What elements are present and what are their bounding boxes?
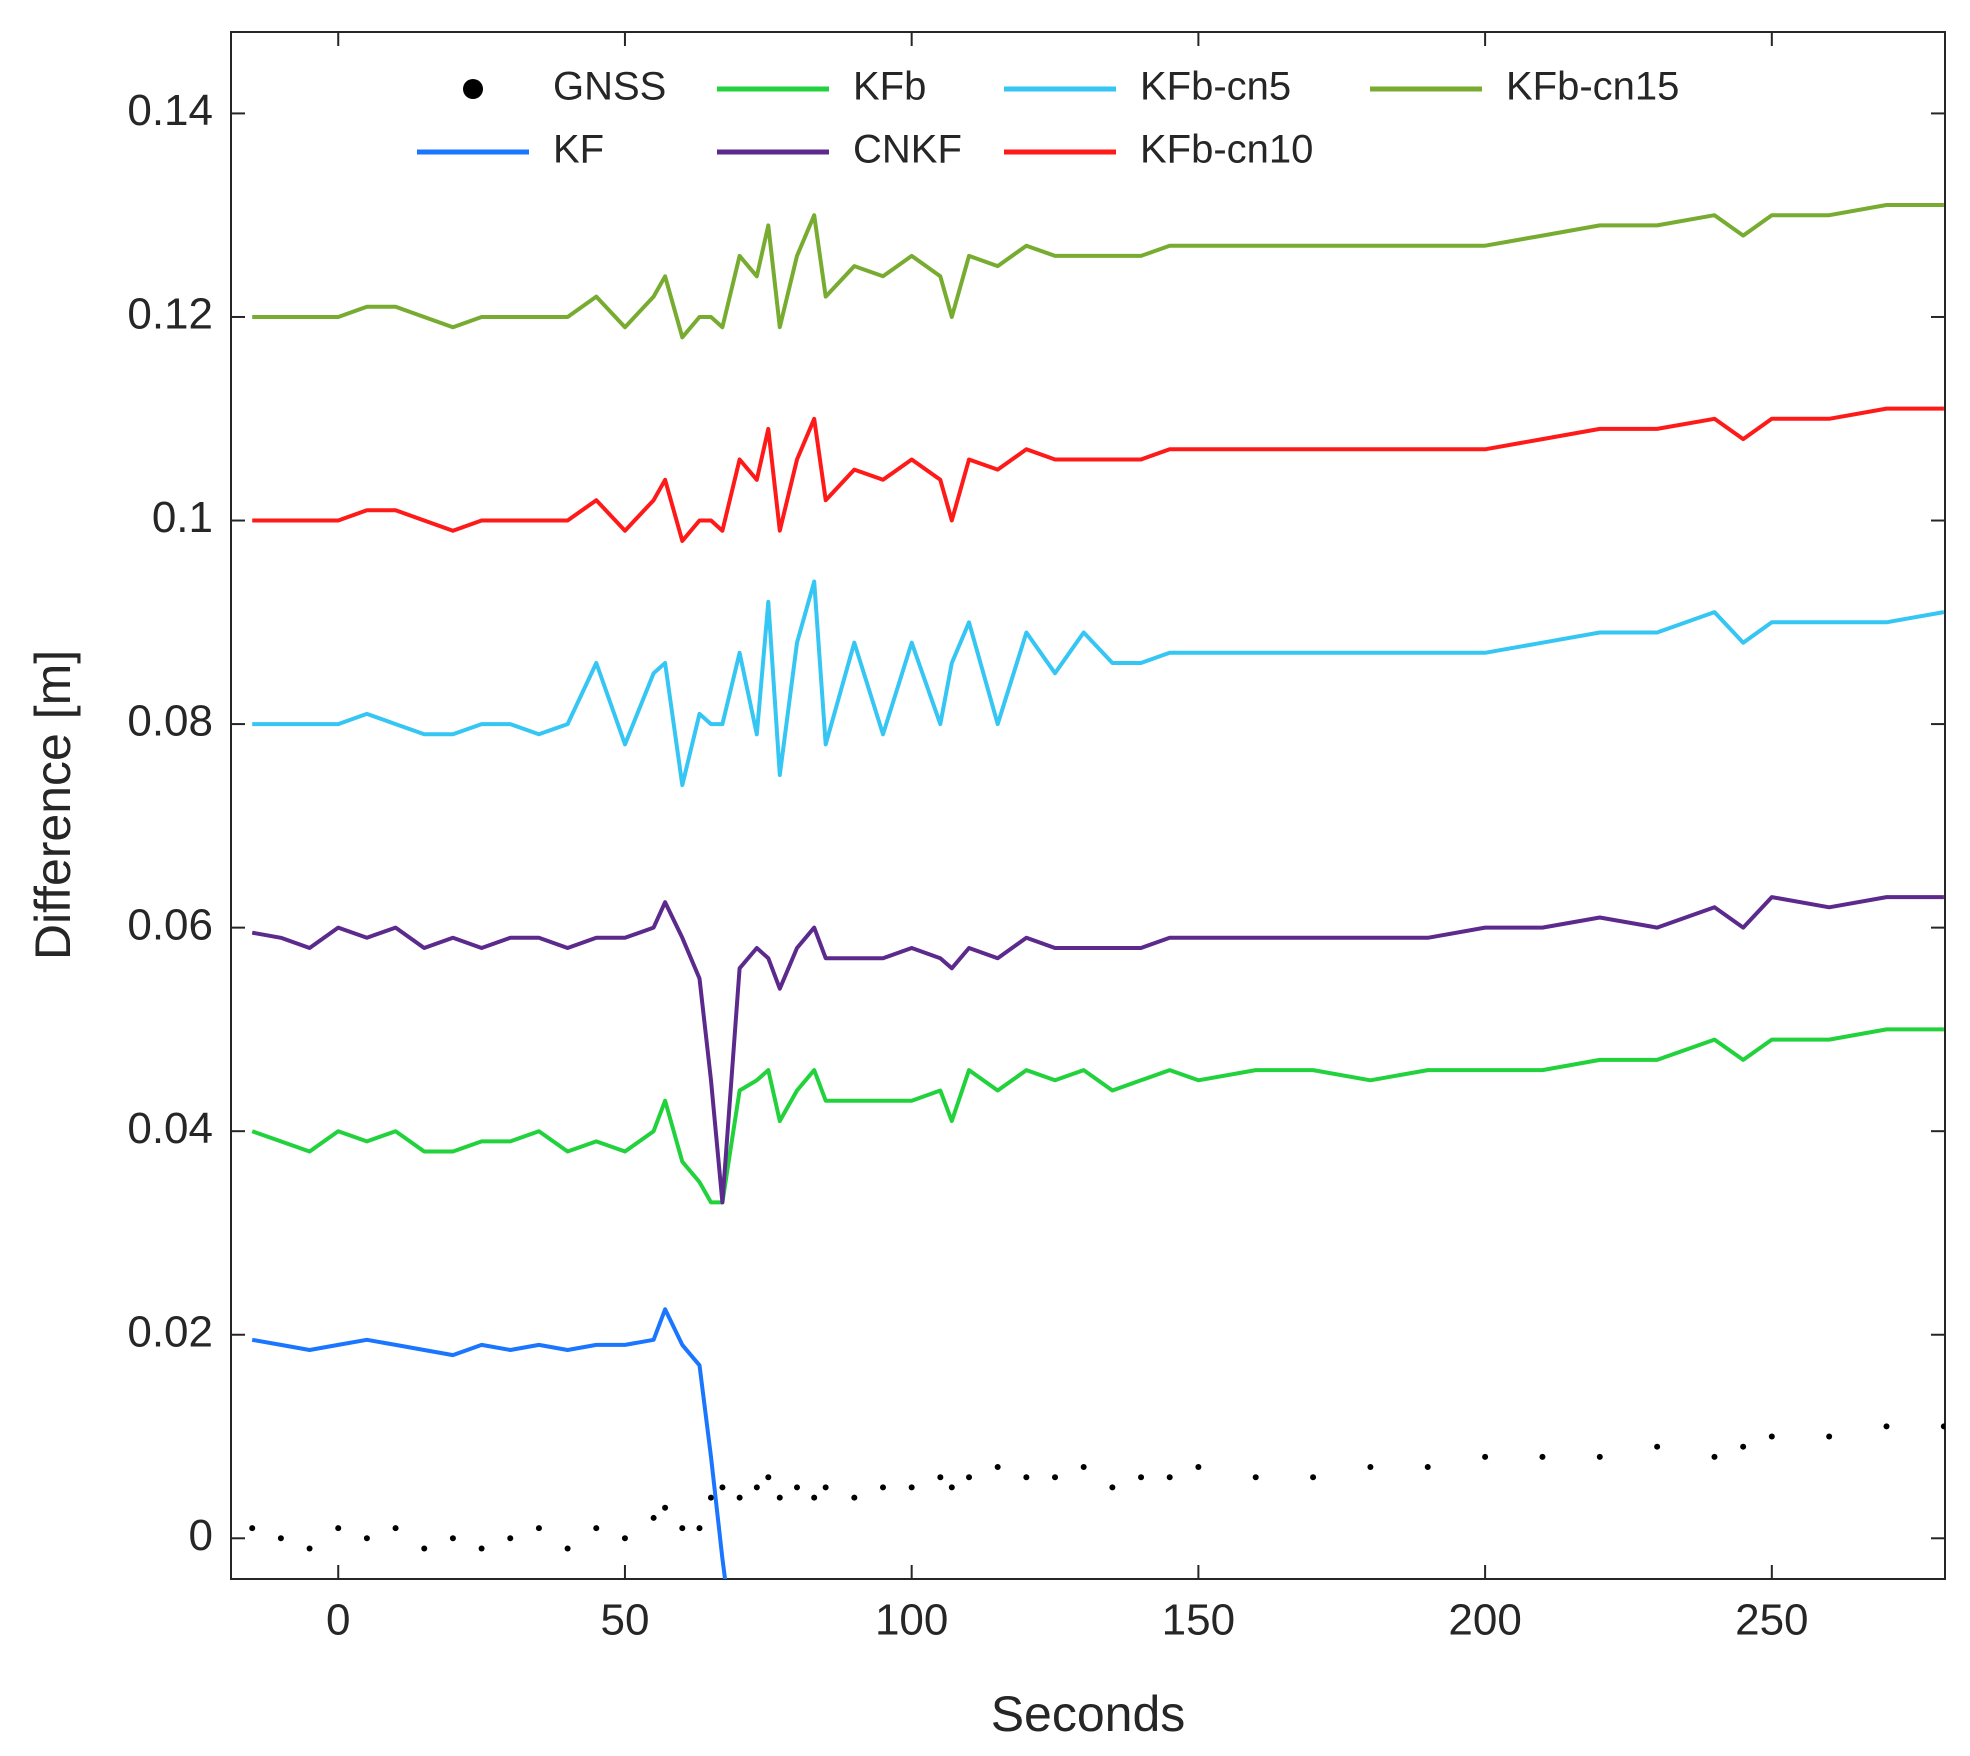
- data-line: [252, 203, 1944, 340]
- plot-frame: [230, 31, 1946, 1580]
- data-line: [251, 895, 1944, 1205]
- y-tick-label: 0.1: [152, 493, 213, 542]
- data-point: [937, 1474, 944, 1481]
- y-tick-label: 0.12: [127, 290, 213, 339]
- data-point: [363, 1535, 370, 1542]
- data-point: [1367, 1464, 1374, 1471]
- plot-area: [249, 203, 1945, 1579]
- data-line: [251, 1307, 728, 1579]
- data-point: [535, 1525, 542, 1532]
- y-tick-label: 0.06: [127, 900, 213, 949]
- data-point: [994, 1464, 1001, 1471]
- data-point: [1740, 1443, 1747, 1450]
- data-point: [776, 1494, 783, 1501]
- legend-label: KFb-cn10: [1140, 128, 1313, 172]
- data-point: [421, 1545, 428, 1552]
- data-point: [811, 1494, 818, 1501]
- data-point: [1052, 1474, 1059, 1481]
- y-tick-label: 0.04: [127, 1104, 213, 1153]
- data-point: [392, 1525, 399, 1532]
- x-tick-label: 250: [1735, 1596, 1808, 1645]
- data-point: [679, 1525, 686, 1532]
- data-point: [1138, 1474, 1145, 1481]
- data-point: [1424, 1464, 1431, 1471]
- data-point: [1310, 1474, 1317, 1481]
- data-point: [1711, 1453, 1718, 1460]
- data-point: [948, 1484, 955, 1491]
- legend-label: KFb-cn5: [1140, 65, 1291, 109]
- data-point: [765, 1474, 772, 1481]
- data-point: [478, 1545, 485, 1552]
- data-point: [879, 1484, 886, 1491]
- data-point: [1654, 1443, 1661, 1450]
- legend-marker: [463, 79, 483, 99]
- data-point: [793, 1484, 800, 1491]
- data-point: [1109, 1484, 1116, 1491]
- data-line: [251, 1027, 1944, 1205]
- data-point: [277, 1535, 284, 1542]
- data-point: [1940, 1423, 1945, 1430]
- data-line: [252, 406, 1944, 543]
- data-point: [1826, 1433, 1833, 1440]
- data-point: [507, 1535, 514, 1542]
- data-point: [1195, 1464, 1202, 1471]
- data-point: [306, 1545, 313, 1552]
- y-tick-label: 0.14: [127, 86, 213, 135]
- data-point: [1252, 1474, 1259, 1481]
- legend-label: KFb: [853, 65, 926, 109]
- legend-label: CNKF: [853, 128, 962, 172]
- data-point: [851, 1494, 858, 1501]
- legend-label: KF: [553, 128, 604, 172]
- data-point: [1166, 1474, 1173, 1481]
- data-point: [1539, 1453, 1546, 1460]
- data-point: [966, 1474, 973, 1481]
- data-point: [1080, 1464, 1087, 1471]
- y-tick-label: 0: [189, 1511, 213, 1560]
- data-point: [335, 1525, 342, 1532]
- y-axis-label: Difference [m]: [25, 650, 81, 960]
- data-point: [1596, 1453, 1603, 1460]
- data-point: [1768, 1433, 1775, 1440]
- data-point: [564, 1545, 571, 1552]
- data-point: [736, 1494, 743, 1501]
- y-tick-label: 0.02: [127, 1307, 213, 1356]
- data-point: [1023, 1474, 1030, 1481]
- data-point: [719, 1484, 726, 1491]
- x-tick-label: 150: [1162, 1596, 1235, 1645]
- data-point: [753, 1484, 760, 1491]
- data-point: [822, 1484, 829, 1491]
- legend-label: KFb-cn15: [1506, 65, 1679, 109]
- data-point: [593, 1525, 600, 1532]
- data-point: [1482, 1453, 1489, 1460]
- data-point: [449, 1535, 456, 1542]
- y-tick-label: 0.08: [127, 697, 213, 746]
- x-tick-label: 50: [600, 1596, 649, 1645]
- legend-label: GNSS: [553, 65, 666, 109]
- data-point: [908, 1484, 915, 1491]
- x-tick-label: 100: [875, 1596, 948, 1645]
- data-point: [1883, 1423, 1890, 1430]
- x-tick-label: 200: [1448, 1596, 1521, 1645]
- data-point: [707, 1494, 714, 1501]
- x-tick-label: 0: [326, 1596, 350, 1645]
- data-line: [252, 579, 1945, 788]
- data-point: [621, 1535, 628, 1542]
- x-axis-label: Seconds: [991, 1686, 1186, 1742]
- data-point: [650, 1514, 657, 1521]
- data-point: [662, 1504, 669, 1511]
- data-point: [249, 1525, 256, 1532]
- data-point: [696, 1525, 703, 1532]
